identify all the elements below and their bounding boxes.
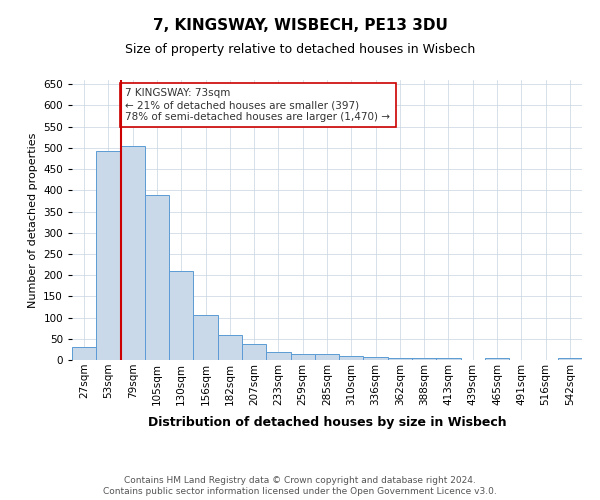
Bar — [242, 344, 266, 360]
Bar — [96, 151, 121, 360]
Bar — [193, 314, 218, 360]
X-axis label: Distribution of detached houses by size in Wisbech: Distribution of detached houses by size … — [148, 416, 506, 429]
Bar — [315, 354, 339, 360]
Bar — [388, 358, 412, 360]
Bar — [412, 358, 436, 360]
Bar — [364, 356, 388, 360]
Y-axis label: Number of detached properties: Number of detached properties — [28, 132, 38, 308]
Bar — [436, 358, 461, 360]
Text: 7 KINGSWAY: 73sqm
← 21% of detached houses are smaller (397)
78% of semi-detache: 7 KINGSWAY: 73sqm ← 21% of detached hous… — [125, 88, 391, 122]
Bar — [290, 354, 315, 360]
Bar — [558, 358, 582, 360]
Text: Contains public sector information licensed under the Open Government Licence v3: Contains public sector information licen… — [103, 487, 497, 496]
Bar — [218, 336, 242, 360]
Text: Size of property relative to detached houses in Wisbech: Size of property relative to detached ho… — [125, 42, 475, 56]
Bar — [485, 358, 509, 360]
Bar — [169, 271, 193, 360]
Bar — [72, 347, 96, 360]
Text: Contains HM Land Registry data © Crown copyright and database right 2024.: Contains HM Land Registry data © Crown c… — [124, 476, 476, 485]
Bar — [145, 194, 169, 360]
Bar — [266, 352, 290, 360]
Bar — [339, 356, 364, 360]
Bar — [121, 146, 145, 360]
Text: 7, KINGSWAY, WISBECH, PE13 3DU: 7, KINGSWAY, WISBECH, PE13 3DU — [152, 18, 448, 32]
